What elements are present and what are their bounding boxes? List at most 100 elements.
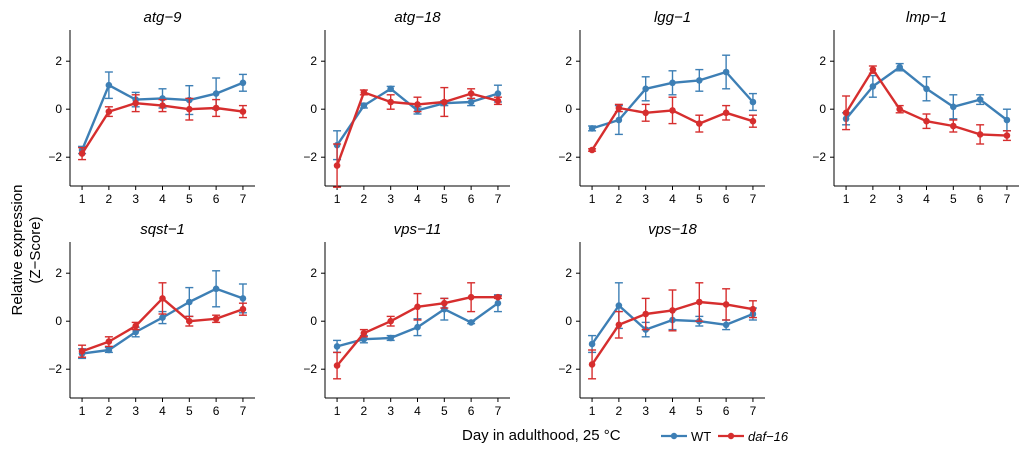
x-tick-label: 6	[977, 192, 984, 206]
x-tick-label: 3	[132, 192, 139, 206]
x-tick-label: 1	[79, 404, 86, 418]
y-tick-label: 2	[55, 54, 62, 68]
data-point	[387, 317, 394, 325]
data-point	[722, 68, 730, 76]
panel-title: atg−18	[394, 9, 441, 26]
data-point	[923, 85, 930, 93]
y-tick-label: −2	[558, 150, 572, 164]
y-tick-label: 2	[55, 266, 62, 280]
y-tick-label: −2	[558, 362, 572, 376]
data-point	[186, 317, 193, 325]
data-point	[186, 298, 193, 306]
data-point	[239, 295, 247, 302]
panel-1: atg−18 −2 0 2 1 2 3 4 5 6 7	[303, 9, 510, 206]
legend-item-daf-16: daf−16	[718, 429, 789, 444]
data-point	[105, 346, 113, 354]
data-point	[132, 328, 139, 336]
panel-title: atg−9	[144, 9, 183, 26]
series-daf-16	[78, 94, 247, 161]
x-tick-label: 1	[334, 192, 341, 206]
x-tick-label: 1	[843, 192, 850, 206]
x-tick-label: 2	[361, 192, 368, 206]
data-point	[360, 329, 368, 337]
x-tick-label: 5	[696, 192, 703, 206]
data-point	[615, 116, 623, 124]
x-tick-label: 5	[950, 192, 957, 206]
x-tick-label: 5	[441, 192, 448, 206]
data-point	[588, 146, 596, 154]
data-point	[615, 104, 623, 112]
y-tick-label: 0	[310, 102, 317, 116]
series-daf-16	[333, 86, 502, 188]
data-point	[494, 97, 502, 105]
x-tick-label: 5	[186, 404, 193, 418]
x-tick-label: 4	[923, 192, 930, 206]
panel-0: atg−9 −2 0 2 1 2 3 4 5 6 7	[48, 9, 255, 206]
data-point	[642, 85, 649, 93]
y-tick-label: 0	[55, 314, 62, 328]
data-point	[239, 305, 247, 313]
data-point	[494, 299, 502, 307]
data-point	[1003, 132, 1011, 139]
data-point	[387, 85, 394, 93]
legend: WT daf−16	[661, 429, 789, 444]
y-tick-label: 0	[565, 102, 572, 116]
x-tick-label: 3	[642, 192, 649, 206]
data-point	[387, 334, 394, 342]
data-point	[749, 305, 757, 313]
legend-label-daf-16: daf−16	[748, 429, 789, 444]
x-tick-label: 5	[696, 404, 703, 418]
data-point	[722, 109, 730, 117]
data-point	[186, 105, 193, 113]
data-point	[387, 98, 394, 106]
x-tick-label: 3	[387, 192, 394, 206]
series-daf-16	[78, 282, 247, 358]
data-point	[105, 338, 113, 345]
x-tick-label: 6	[723, 404, 730, 418]
panel-title: lgg−1	[654, 9, 691, 26]
data-point	[78, 150, 86, 157]
data-point	[212, 90, 220, 97]
y-tick-label: 2	[565, 54, 572, 68]
x-tick-label: 5	[186, 192, 193, 206]
data-point	[441, 299, 448, 307]
x-tick-label: 7	[495, 192, 502, 206]
x-axis-title: Day in adulthood, 25 °C	[462, 427, 621, 444]
x-tick-label: 6	[213, 192, 220, 206]
data-point	[842, 109, 850, 117]
data-point	[212, 285, 220, 293]
x-tick-label: 2	[870, 192, 877, 206]
data-point	[467, 98, 475, 106]
data-point	[896, 105, 903, 113]
data-point	[360, 102, 368, 109]
y-tick-label: −2	[303, 150, 317, 164]
panel-5: vps−11 −2 0 2 1 2 3 4 5 6 7	[303, 221, 510, 418]
data-point	[588, 125, 596, 132]
x-tick-label: 7	[240, 192, 247, 206]
data-point	[333, 343, 341, 350]
x-tick-label: 4	[159, 404, 166, 418]
y-tick-label: 2	[565, 266, 572, 280]
data-point	[896, 63, 903, 71]
data-point	[360, 89, 368, 96]
x-tick-label: 3	[132, 404, 139, 418]
x-tick-label: 4	[669, 192, 676, 206]
x-tick-label: 7	[750, 192, 757, 206]
x-tick-label: 7	[495, 404, 502, 418]
panel-3: lmp−1 −2 0 2 1 2 3 4 5 6 7	[812, 9, 1019, 206]
data-point	[132, 322, 139, 330]
data-point	[212, 315, 220, 323]
x-tick-label: 7	[240, 404, 247, 418]
data-point	[159, 102, 166, 109]
x-tick-label: 3	[642, 404, 649, 418]
panels: atg−9 −2 0 2 1 2 3 4 5 6 7 atg−18 −2 0 2 1 2 3 4 5 6 7 lgg−1 −2…	[48, 9, 1019, 418]
y-tick-label: 2	[310, 266, 317, 280]
data-point	[467, 319, 475, 326]
data-point	[869, 66, 877, 73]
data-point	[588, 361, 596, 368]
legend-swatch-dot-daf-16	[727, 432, 735, 440]
data-point	[467, 90, 475, 97]
x-tick-label: 7	[1004, 192, 1011, 206]
data-point	[696, 298, 703, 306]
data-point	[722, 321, 730, 329]
